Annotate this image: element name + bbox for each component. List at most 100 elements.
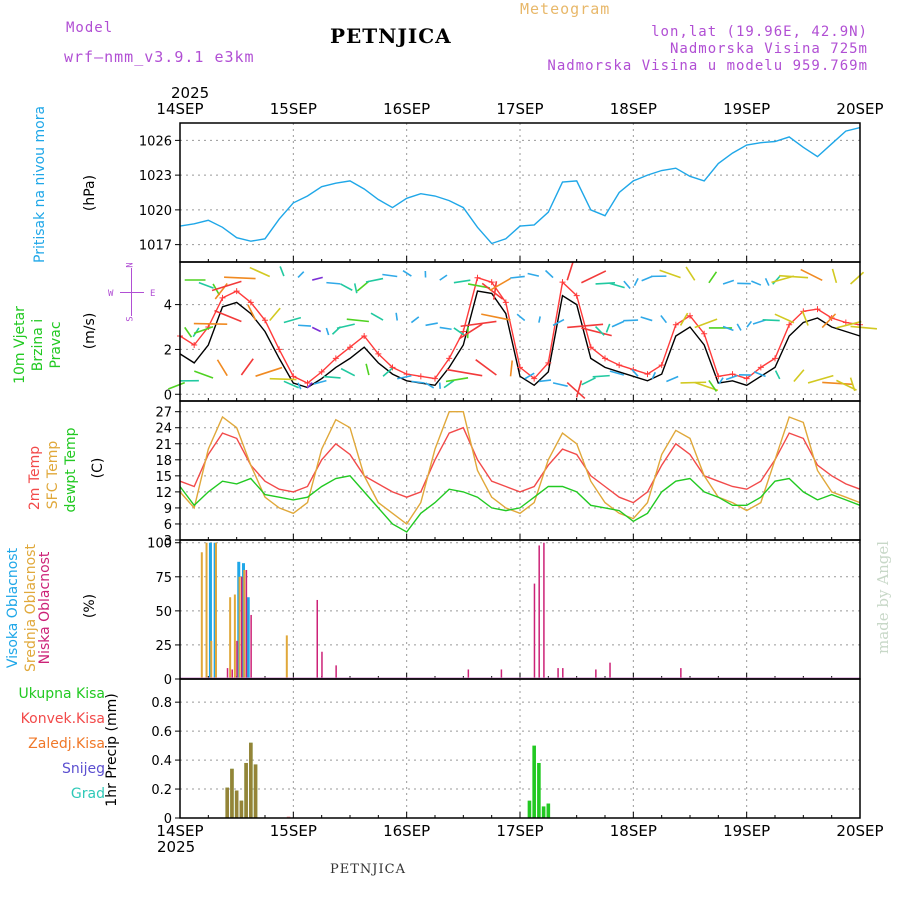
precip-total-bar — [234, 790, 239, 818]
wind-arrow — [279, 266, 285, 277]
precip-conv-bar — [225, 787, 230, 818]
cloud-bar — [243, 569, 246, 679]
wind-gust-marker — [800, 308, 807, 315]
date-label-bottom: 20SEP — [836, 822, 883, 840]
wind-arrow — [240, 358, 254, 376]
wind-arrow — [247, 304, 257, 321]
y-tick-label: 6 — [164, 518, 172, 533]
wind-arrow — [538, 379, 552, 383]
panel-frame — [179, 122, 861, 263]
wind-arrow — [269, 307, 281, 321]
wind-gust-marker — [786, 321, 793, 328]
y-tick-label: 0.4 — [151, 754, 172, 769]
model-name: wrf—nmm_v3.9.1 e3km — [64, 48, 255, 66]
wind-gust-marker — [219, 294, 226, 301]
cloud-bar — [557, 668, 559, 679]
y-tick-label: 0 — [164, 812, 172, 827]
wind-arrow — [831, 268, 838, 284]
cloud-bar — [335, 665, 337, 679]
y-tick-label: 15 — [155, 470, 172, 485]
cloud-bar — [238, 576, 241, 679]
wind-gust-marker — [276, 346, 283, 353]
wind-arrow — [193, 322, 228, 325]
wind-arrow — [633, 278, 639, 286]
y-tick-label: 0 — [164, 673, 172, 688]
y-tick-label: 4 — [164, 299, 172, 314]
wind-arrow — [283, 380, 300, 389]
cloud-bar — [467, 669, 470, 679]
wind-arrow — [402, 270, 412, 277]
wind-arrow — [370, 312, 384, 321]
wind-arrow — [708, 380, 718, 392]
wind-speed-line — [179, 290, 861, 389]
wind-gust-marker — [545, 359, 552, 366]
wind-arrow — [666, 375, 679, 383]
legend-total-precip: Ukupna Kisa — [18, 686, 105, 702]
date-label-bottom: 18SEP — [610, 822, 657, 840]
wind-arrow — [331, 326, 342, 335]
wind-arrow — [194, 370, 214, 379]
wind-arrow — [605, 323, 611, 333]
wind-arrow — [439, 326, 452, 331]
wind-arrow — [850, 325, 878, 330]
wind-arrow — [509, 360, 514, 377]
wind-arrow — [425, 322, 438, 327]
wind-arrow — [510, 275, 525, 279]
wind-arrow — [762, 319, 780, 322]
wind-gust-marker — [672, 321, 679, 328]
precip-total-bar — [239, 800, 244, 818]
wind-arrow — [552, 318, 565, 327]
cloud-bar — [595, 669, 597, 679]
wind-arrow — [623, 280, 631, 290]
cloud-bar — [241, 563, 245, 679]
date-label-bottom: 16SEP — [383, 822, 430, 840]
year-bottom: 2025 — [157, 838, 196, 856]
wind-arrow — [660, 315, 668, 324]
wind-arrow — [475, 359, 497, 376]
wind-gust-marker — [687, 312, 693, 319]
y-tick-label: 12 — [155, 486, 172, 501]
panel-frame — [179, 678, 861, 819]
y-tick-label: 1020 — [139, 204, 172, 219]
panel-frame — [179, 400, 861, 541]
date-label-top: 20SEP — [836, 100, 883, 118]
wind-arrow — [772, 275, 781, 285]
cloud-unit: (%) — [82, 593, 98, 619]
y-tick-label: 0 — [164, 388, 172, 403]
wind-gust-marker — [318, 368, 325, 375]
wind-arrow — [746, 320, 753, 328]
wind-arrow — [685, 266, 696, 281]
y-tick-label: 27 — [155, 406, 172, 421]
wind-gust-marker — [701, 330, 708, 337]
wind-arrow — [594, 325, 605, 336]
tsfc-label: SFC Temp — [45, 440, 61, 510]
wind-arrow — [538, 316, 541, 323]
compass-n: N — [125, 262, 136, 268]
wind-arrow — [651, 371, 657, 380]
wind-arrow — [836, 379, 857, 391]
precip-total-bar — [546, 803, 551, 818]
wind-arrow — [340, 367, 356, 377]
wind-arrow — [708, 271, 718, 284]
credit: made by Angel — [874, 540, 892, 654]
wind-arrow — [609, 282, 625, 289]
wind-gust-marker — [517, 364, 523, 371]
lonlat-label: lon,lat (19.96E, 42.9N) — [651, 24, 868, 40]
wind-arrow — [567, 323, 604, 329]
wind-arrow — [306, 382, 313, 389]
y-tick-label: 3 — [164, 534, 172, 549]
wind-arrow — [212, 283, 221, 296]
altitude-label: Nadmorska Visina 725m — [669, 41, 868, 57]
model-label: Model — [66, 20, 114, 36]
wind-arrow — [595, 281, 616, 285]
wind-arrow — [623, 319, 639, 322]
wind-gust-marker — [616, 362, 623, 369]
model-altitude-label: Nadmorska Visina u modelu 959.769m — [547, 58, 868, 74]
wind-gust-marker — [177, 332, 183, 339]
precip-conv-bar — [239, 800, 244, 818]
date-label-top: 17SEP — [496, 100, 543, 118]
wind-arrow — [611, 320, 625, 328]
cloud-bar — [231, 669, 233, 679]
wind-arrow — [566, 261, 574, 281]
wind-gust-marker — [630, 366, 637, 373]
